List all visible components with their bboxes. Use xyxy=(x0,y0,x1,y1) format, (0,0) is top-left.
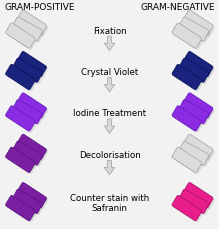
FancyBboxPatch shape xyxy=(14,61,44,85)
FancyBboxPatch shape xyxy=(185,95,215,120)
FancyBboxPatch shape xyxy=(184,93,213,119)
FancyBboxPatch shape xyxy=(12,190,42,213)
FancyBboxPatch shape xyxy=(184,52,213,77)
FancyBboxPatch shape xyxy=(17,11,46,36)
FancyBboxPatch shape xyxy=(14,20,44,44)
FancyBboxPatch shape xyxy=(17,93,46,119)
FancyBboxPatch shape xyxy=(17,52,46,77)
FancyBboxPatch shape xyxy=(17,183,46,208)
FancyBboxPatch shape xyxy=(184,135,213,160)
FancyBboxPatch shape xyxy=(7,67,37,92)
FancyBboxPatch shape xyxy=(172,106,201,131)
FancyBboxPatch shape xyxy=(185,185,215,210)
Text: Counter stain with
Safranin: Counter stain with Safranin xyxy=(70,193,149,212)
FancyBboxPatch shape xyxy=(179,100,209,124)
FancyBboxPatch shape xyxy=(19,185,48,210)
FancyBboxPatch shape xyxy=(6,24,35,49)
Text: GRAM-POSITIVE: GRAM-POSITIVE xyxy=(4,3,75,12)
FancyBboxPatch shape xyxy=(179,59,209,83)
FancyBboxPatch shape xyxy=(6,196,35,221)
FancyBboxPatch shape xyxy=(185,54,215,79)
Text: GRAM-NEGATIVE: GRAM-NEGATIVE xyxy=(140,3,215,12)
FancyBboxPatch shape xyxy=(14,143,44,167)
Text: Iodine Treatment: Iodine Treatment xyxy=(73,109,146,118)
FancyBboxPatch shape xyxy=(174,108,203,133)
FancyBboxPatch shape xyxy=(19,54,48,79)
FancyBboxPatch shape xyxy=(181,61,210,85)
FancyBboxPatch shape xyxy=(184,11,213,36)
FancyBboxPatch shape xyxy=(12,59,42,83)
FancyBboxPatch shape xyxy=(7,108,37,133)
FancyBboxPatch shape xyxy=(12,100,42,124)
FancyBboxPatch shape xyxy=(172,65,201,90)
FancyBboxPatch shape xyxy=(185,136,215,162)
FancyBboxPatch shape xyxy=(19,136,48,162)
Text: Crystal Violet: Crystal Violet xyxy=(81,68,138,77)
FancyBboxPatch shape xyxy=(17,135,46,160)
FancyBboxPatch shape xyxy=(12,142,42,165)
FancyBboxPatch shape xyxy=(172,147,201,173)
FancyArrow shape xyxy=(104,37,115,51)
FancyBboxPatch shape xyxy=(14,102,44,126)
FancyBboxPatch shape xyxy=(179,18,209,42)
FancyBboxPatch shape xyxy=(174,26,203,51)
FancyBboxPatch shape xyxy=(172,196,201,221)
FancyBboxPatch shape xyxy=(179,190,209,213)
FancyBboxPatch shape xyxy=(7,197,37,223)
Text: Fixation: Fixation xyxy=(93,26,126,35)
FancyBboxPatch shape xyxy=(6,106,35,131)
FancyBboxPatch shape xyxy=(181,191,210,215)
FancyArrow shape xyxy=(104,161,115,175)
FancyBboxPatch shape xyxy=(184,183,213,208)
FancyBboxPatch shape xyxy=(174,149,203,174)
FancyBboxPatch shape xyxy=(174,197,203,223)
FancyBboxPatch shape xyxy=(14,191,44,215)
FancyBboxPatch shape xyxy=(174,67,203,92)
FancyBboxPatch shape xyxy=(181,102,210,126)
FancyBboxPatch shape xyxy=(7,149,37,174)
FancyBboxPatch shape xyxy=(172,24,201,49)
FancyBboxPatch shape xyxy=(181,143,210,167)
FancyBboxPatch shape xyxy=(6,65,35,90)
FancyBboxPatch shape xyxy=(185,13,215,38)
FancyBboxPatch shape xyxy=(12,18,42,42)
FancyArrow shape xyxy=(104,120,115,134)
FancyBboxPatch shape xyxy=(7,26,37,51)
FancyArrow shape xyxy=(104,78,115,93)
FancyBboxPatch shape xyxy=(181,20,210,44)
FancyBboxPatch shape xyxy=(19,95,48,120)
FancyBboxPatch shape xyxy=(6,147,35,173)
FancyBboxPatch shape xyxy=(19,13,48,38)
Text: Decolorisation: Decolorisation xyxy=(79,150,140,159)
FancyBboxPatch shape xyxy=(179,142,209,165)
